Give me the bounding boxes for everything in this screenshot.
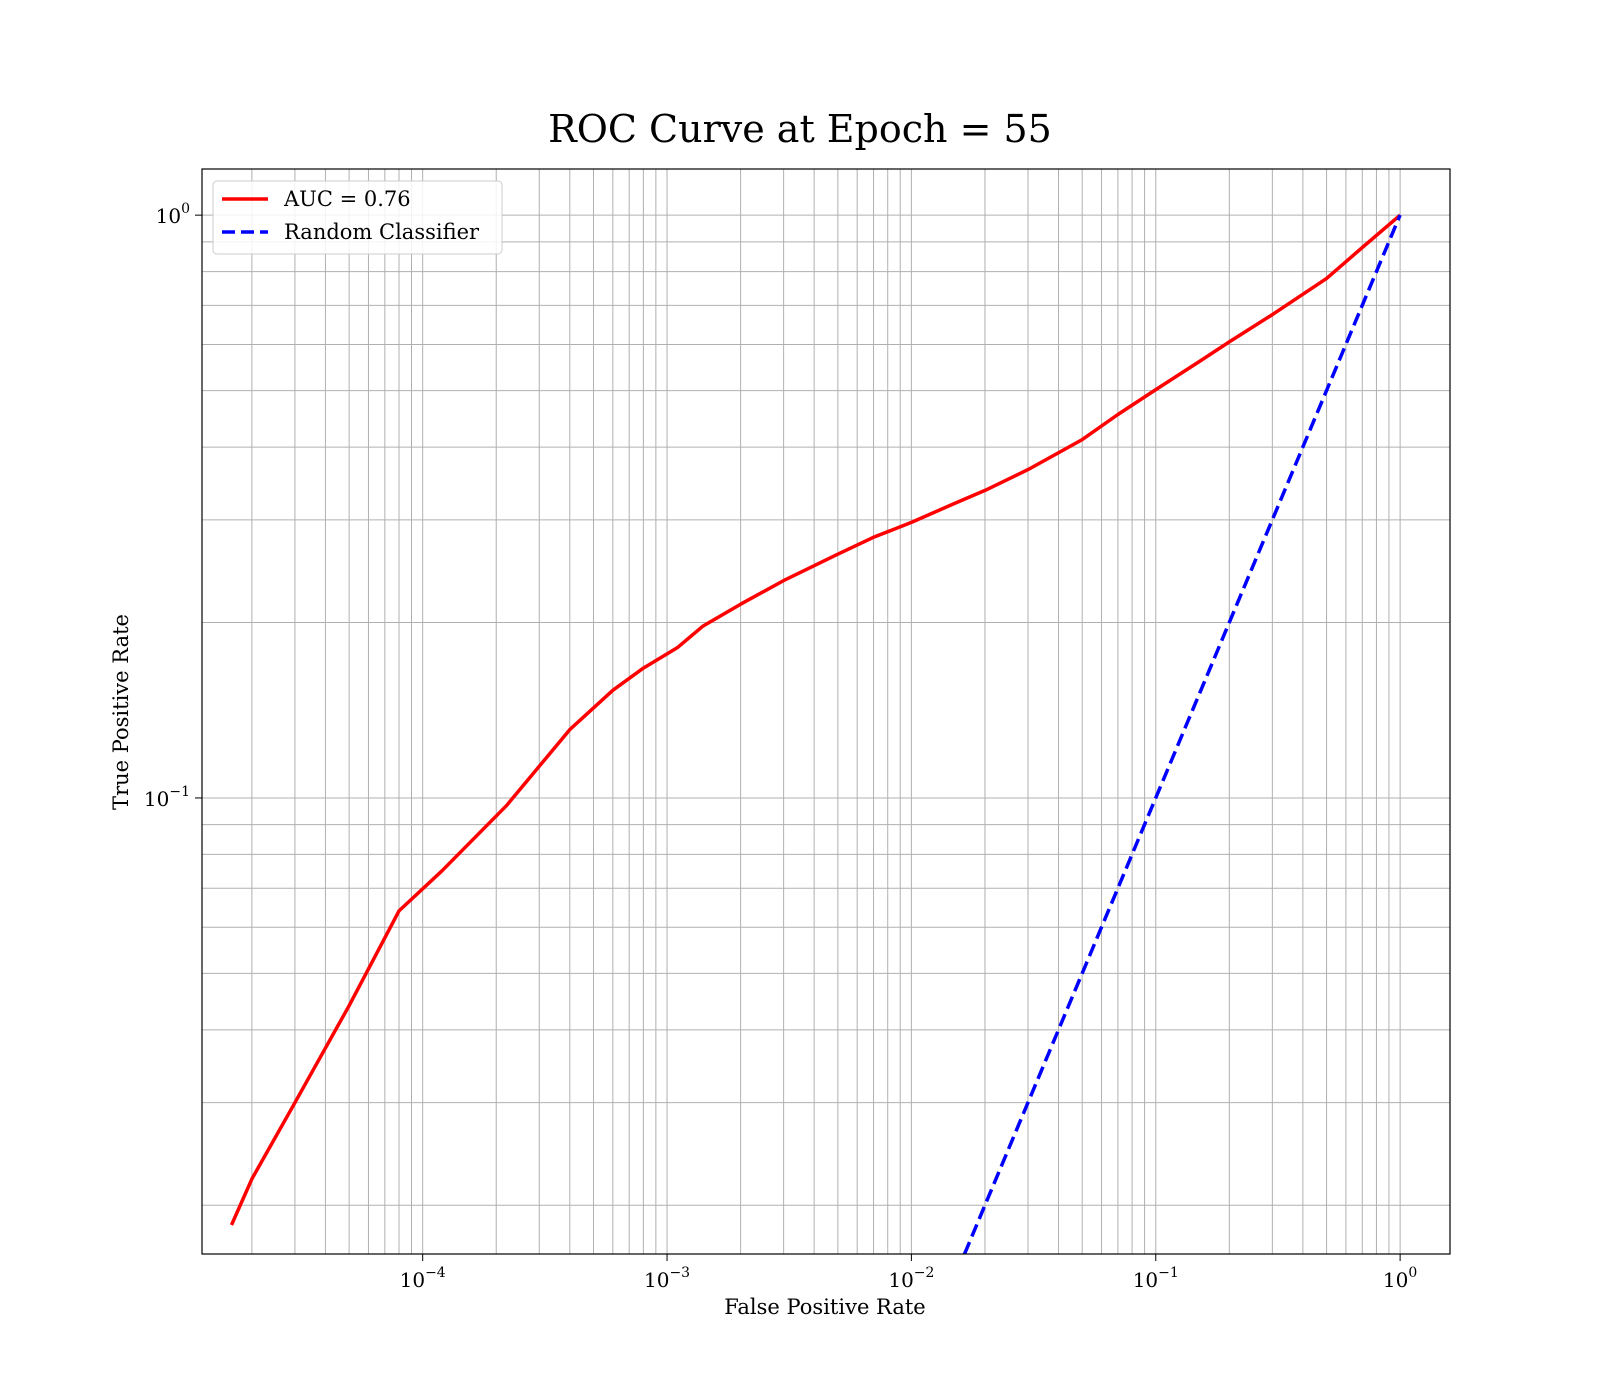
x-tick-label: 10−2 — [888, 1265, 934, 1292]
y-tick-label: 100 — [156, 201, 190, 228]
legend: AUC = 0.76 Random Classifier — [212, 180, 503, 255]
roc-curve-line — [229, 213, 1402, 1226]
x-tick-label-base: 10 — [888, 1268, 913, 1292]
x-tick-label: 100 — [1383, 1265, 1417, 1292]
legend-label: AUC = 0.76 — [283, 187, 411, 211]
x-tick-label-exponent: −2 — [914, 1265, 935, 1281]
random-classifier-line — [962, 214, 1402, 1254]
chart-title: ROC Curve at Epoch = 55 — [548, 107, 1052, 151]
x-axis-label: False Positive Rate — [724, 1295, 925, 1319]
x-tick-label-base: 10 — [400, 1268, 425, 1292]
y-tick-label-base: 10 — [156, 204, 181, 228]
y-axis-label: True Positive Rate — [109, 614, 133, 810]
x-tick-label-exponent: −3 — [669, 1265, 690, 1281]
y-tick-label-exponent: −1 — [169, 784, 190, 800]
legend-box — [212, 180, 503, 255]
x-tick-label-exponent: −1 — [1158, 1265, 1179, 1281]
x-tick-label-base: 10 — [1133, 1268, 1158, 1292]
x-tick-label-exponent: −4 — [425, 1265, 446, 1281]
y-tick-label-base: 10 — [144, 787, 169, 811]
x-tick-label-base: 10 — [644, 1268, 669, 1292]
series-group — [229, 213, 1402, 1254]
plot-frame — [201, 168, 1451, 1255]
x-tick-label: 10−3 — [644, 1265, 690, 1292]
y-tick-label-exponent: 0 — [181, 201, 190, 217]
legend-label: Random Classifier — [284, 220, 480, 244]
x-tick-label: 10−4 — [400, 1265, 446, 1292]
x-tick-label-exponent: 0 — [1408, 1265, 1417, 1281]
x-ticks: 10−4 10−3 10−2 10−1 100 — [400, 1254, 1417, 1292]
x-tick-label-base: 10 — [1383, 1268, 1408, 1292]
y-tick-label: 10−1 — [144, 784, 190, 811]
grid-lines — [202, 169, 1450, 1254]
x-tick-label: 10−1 — [1133, 1265, 1179, 1292]
